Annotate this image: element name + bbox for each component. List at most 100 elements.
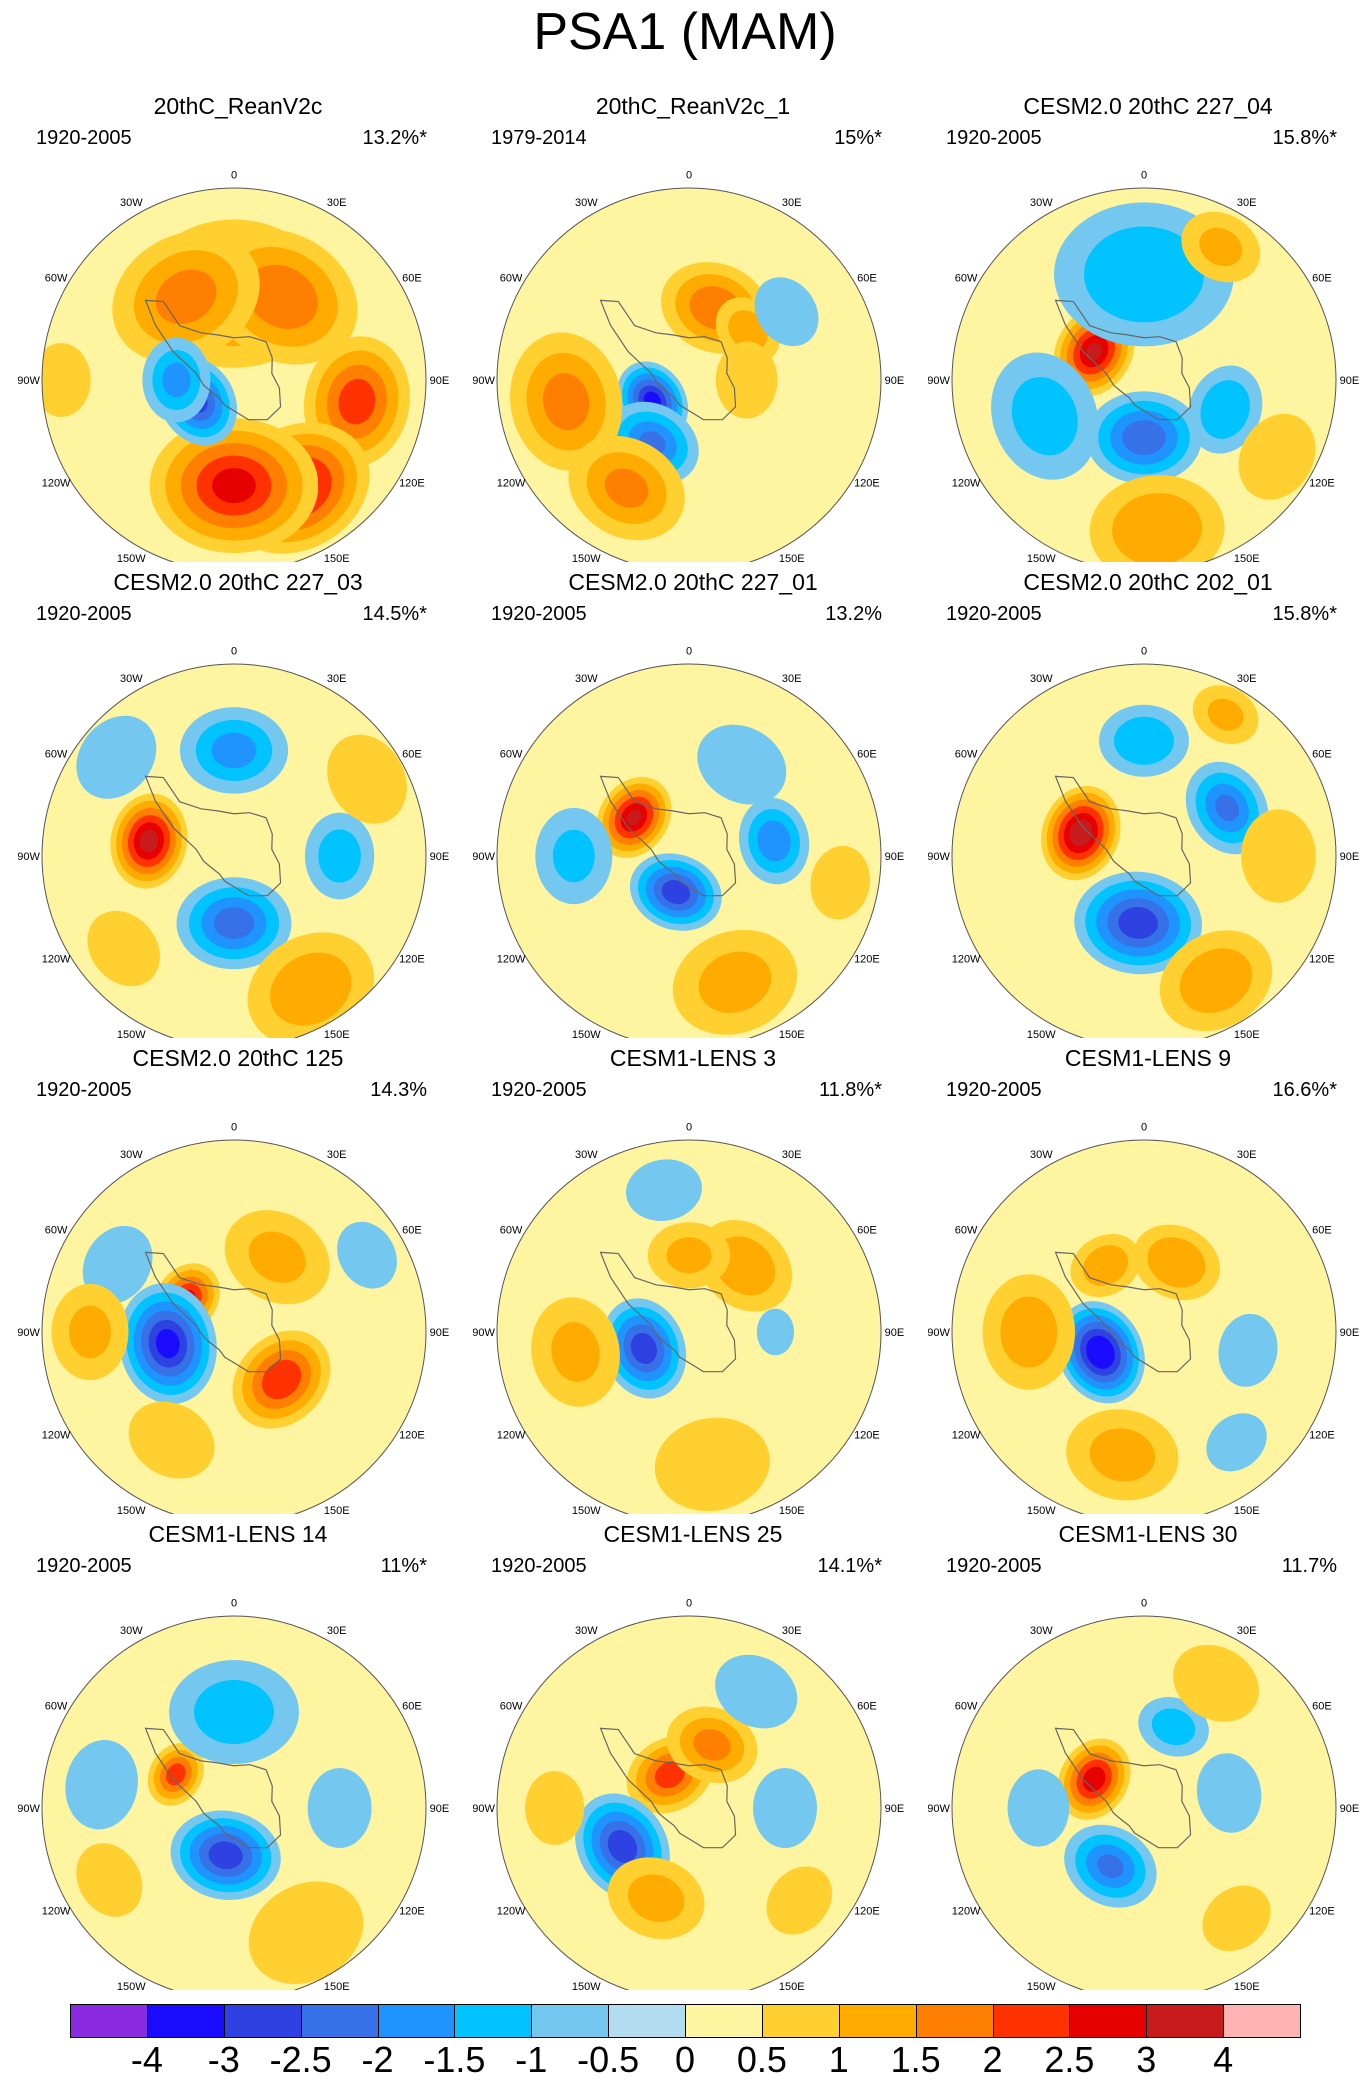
- polar-map: 030E60E90E120E150E180150W120W90W60W30W: [928, 1598, 1359, 1990]
- longitude-label: 30W: [120, 197, 143, 209]
- contour-fill: [270, 952, 352, 1026]
- colorbar-swatch: [1223, 2004, 1301, 2038]
- longitude-label: 120W: [497, 478, 526, 490]
- colorbar-swatch: [223, 2004, 302, 2038]
- longitude-label: 120W: [497, 1430, 526, 1442]
- longitude-label: 150W: [117, 1981, 146, 1990]
- panel-variance-percent: 16.6%*: [1272, 1079, 1338, 1101]
- contour-fill: [1151, 1708, 1196, 1746]
- longitude-label: 120E: [1309, 1906, 1335, 1918]
- panel-variance-percent: 11%*: [380, 1555, 427, 1577]
- panel-period: 1920-2005: [946, 603, 1042, 625]
- map-panel: CESM2.0 20thC 125 1920-2005 14.3% 0 30E 60E 90…: [18, 1044, 458, 1514]
- contour-fill: [757, 820, 791, 862]
- longitude-label: 0: [231, 1122, 237, 1134]
- colorbar-swatch: [838, 2004, 917, 2038]
- panel-period: 1979-2014: [491, 127, 587, 149]
- longitude-label: 0: [686, 646, 692, 658]
- contour-fill: [318, 829, 361, 883]
- contour-fill: [87, 910, 160, 987]
- longitude-label: 90W: [473, 1803, 495, 1815]
- contour-fill: [1122, 420, 1166, 455]
- map-boundary: [41, 187, 427, 562]
- contour-fill: [766, 1866, 833, 1935]
- contour-fill: [1114, 716, 1174, 765]
- panel-variance-percent: 13.2%*: [362, 127, 428, 149]
- longitude-label: 120E: [1309, 1430, 1335, 1442]
- panel-title: CESM2.0 20thC 125: [132, 1045, 344, 1071]
- contour-fill: [1089, 1428, 1156, 1482]
- longitude-label: 150E: [324, 553, 350, 562]
- map-panel: CESM1-LENS 25 1920-2005 14.1%* 0 30E 60E 90E 12…: [473, 1520, 913, 1990]
- map-boundary: [951, 1615, 1337, 1990]
- longitude-label: 120W: [497, 1906, 526, 1918]
- contour-fill: [756, 1308, 795, 1356]
- contour-fill: [552, 829, 595, 883]
- map-panel: CESM1-LENS 14 1920-2005 11%* 0 30E 60E 90E 120E…: [18, 1520, 458, 1990]
- contour-fill: [155, 269, 217, 325]
- coastline: [144, 1251, 282, 1373]
- longitude-label: 120E: [1309, 954, 1335, 966]
- longitude-label: 60W: [45, 272, 68, 284]
- longitude-label: 60W: [955, 748, 978, 760]
- contour-fill: [1202, 1885, 1271, 1952]
- contour-fill: [698, 951, 772, 1013]
- contour-fill: [214, 907, 254, 940]
- longitude-label: 120W: [497, 954, 526, 966]
- longitude-label: 90E: [430, 1327, 450, 1339]
- longitude-label: 60E: [857, 272, 877, 284]
- longitude-label: 90W: [473, 375, 495, 387]
- polar-map: 030E60E90E120E150E180150W120W90W60W30W: [473, 170, 904, 562]
- contour-fill: [753, 1768, 817, 1848]
- map-boundary: [951, 663, 1337, 1038]
- colorbar-swatch: [992, 2004, 1071, 2038]
- longitude-label: 30W: [120, 1625, 143, 1637]
- contour-fill: [1097, 1854, 1124, 1879]
- contour-fill: [626, 809, 642, 826]
- map-boundary: [496, 663, 882, 1038]
- contour-fill: [128, 1401, 215, 1479]
- longitude-label: 120E: [399, 1430, 425, 1442]
- map-boundary: [496, 1139, 882, 1514]
- colorbar-tick-label: -4: [130, 2039, 163, 2080]
- longitude-label: 150E: [1234, 1029, 1260, 1038]
- panel-title: CESM2.0 20thC 227_01: [568, 569, 818, 595]
- figure-title: PSA1 (MAM): [533, 3, 837, 61]
- longitude-label: 90E: [1340, 375, 1360, 387]
- contour-fill: [654, 1417, 770, 1512]
- panel-period: 1920-2005: [946, 127, 1042, 149]
- contour-fill: [155, 1329, 180, 1359]
- contour-fill: [1118, 907, 1158, 939]
- longitude-label: 120E: [854, 1430, 880, 1442]
- colorbar-tick-label: 3: [1136, 2039, 1157, 2080]
- longitude-label: 150W: [572, 1029, 601, 1038]
- panel-period: 1920-2005: [491, 1555, 587, 1577]
- longitude-label: 60E: [402, 1700, 422, 1712]
- longitude-label: 60W: [45, 748, 68, 760]
- map-panel: CESM1-LENS 9 1920-2005 16.6%* 0 30E 60E 90E 120…: [928, 1044, 1368, 1514]
- panel-title: CESM1-LENS 9: [1064, 1045, 1232, 1071]
- longitude-label: 150W: [1027, 1981, 1056, 1990]
- map-panel: CESM2.0 20thC 227_01 1920-2005 13.2% 0 30E 60…: [473, 568, 913, 1038]
- panel-title: CESM1-LENS 25: [603, 1521, 783, 1547]
- map-panel: 20thC_ReanV2c_1 1979-2014 15%* 0 30E 60E 90E 12…: [473, 92, 913, 562]
- contour-fill: [1199, 227, 1243, 267]
- coastline: [1054, 775, 1192, 897]
- longitude-label: 150E: [324, 1981, 350, 1990]
- longitude-label: 30E: [1237, 673, 1257, 685]
- panel-variance-percent: 13.2%: [825, 603, 882, 625]
- contour-fill: [693, 1729, 731, 1761]
- polar-map: 030E60E90E120E150E180150W120W90W60W30W: [473, 1598, 904, 1990]
- polar-map: 030E60E90E120E150E180150W120W90W60W30W: [928, 170, 1360, 562]
- contour-fill: [76, 1843, 143, 1917]
- contour-fill: [211, 732, 257, 769]
- longitude-label: 90W: [928, 1327, 950, 1339]
- longitude-label: 30E: [782, 673, 802, 685]
- contour-fill: [1084, 226, 1204, 323]
- panel-title: 20thC_ReanV2c_1: [595, 93, 791, 119]
- longitude-label: 150W: [572, 1981, 601, 1990]
- colorbar-swatch: [146, 2004, 225, 2038]
- map-boundary: [951, 1139, 1337, 1514]
- longitude-label: 30W: [1030, 1625, 1053, 1637]
- map-panel: CESM1-LENS 30 1920-2005 11.7% 0 30E 60E 90E 120…: [928, 1520, 1368, 1990]
